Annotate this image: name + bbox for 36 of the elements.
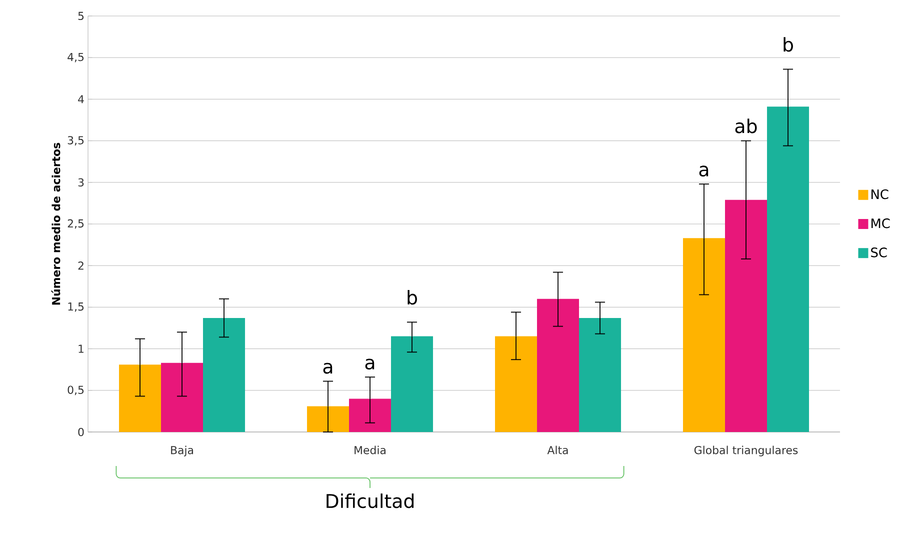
bar [683, 238, 726, 432]
y-tick-label: 1,5 [68, 302, 84, 312]
bar [119, 364, 162, 432]
annotation: a [365, 358, 374, 370]
annotation: a [323, 362, 332, 374]
y-tick-label: 3 [78, 178, 84, 187]
y-tick-label: 2,5 [68, 219, 84, 229]
y-tick-label: 0 [78, 428, 84, 436]
y-tick-label: 5 [78, 12, 84, 20]
y-tick-label: 4 [78, 95, 84, 104]
x-tick-label: Alta [547, 446, 568, 454]
annotation: ab [735, 118, 757, 134]
text: Dificultad [326, 494, 414, 508]
legend-label: NC [871, 189, 888, 200]
bar [203, 318, 246, 432]
y-tick-label: 1 [78, 344, 84, 353]
legend-label: MC [871, 218, 890, 228]
y-axis-title: Número medio de aciertos [51, 142, 60, 305]
bar [579, 318, 622, 432]
annotation: a [699, 166, 708, 177]
annotation: b [408, 290, 417, 305]
x-tick-label: Global triangulares [694, 446, 798, 456]
legend-label: SC [871, 248, 887, 258]
bar [537, 298, 580, 432]
x-tick-label: Media [354, 446, 386, 454]
bar [161, 362, 204, 432]
bar [495, 336, 538, 432]
bar [767, 106, 810, 432]
x-tick-label: Baja [171, 446, 194, 456]
y-tick-label: 2 [78, 262, 84, 270]
y-tick-label: 4,5 [68, 52, 84, 62]
y-tick-label: 3,5 [68, 136, 84, 146]
bar [725, 200, 768, 432]
y-tick-label: 0,5 [68, 386, 84, 396]
annotation: b [784, 37, 793, 52]
bar [391, 336, 434, 432]
